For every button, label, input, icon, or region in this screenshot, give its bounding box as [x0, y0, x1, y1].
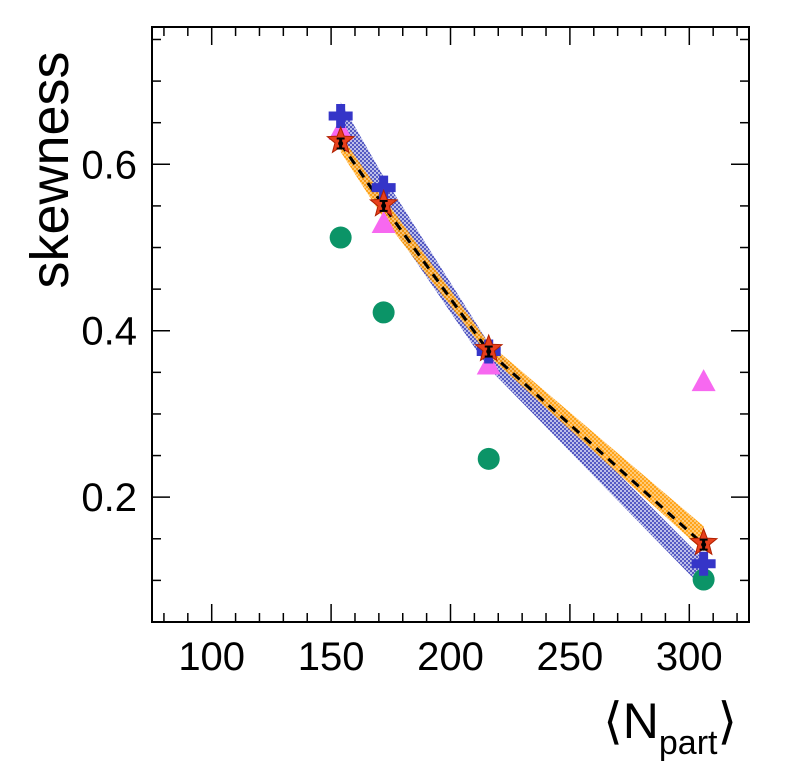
- magenta-triangle-point: [371, 211, 396, 234]
- x-axis-ticks: 100 150 200 250 300: [163, 27, 738, 679]
- blue-cross-point: [371, 175, 396, 200]
- green-circle-point: [477, 447, 500, 470]
- band-orange: [340, 135, 704, 552]
- y-axis-label: skewness: [20, 51, 80, 288]
- x-axis-label-sub: part: [659, 724, 718, 762]
- x-tick-label: 100: [178, 635, 245, 679]
- green-circle-point: [329, 226, 352, 249]
- black-point: [486, 349, 492, 355]
- y-tick-label: 0.4: [81, 310, 137, 354]
- x-axis-label: ⟨Npart⟩: [603, 693, 737, 762]
- model-lines: [339, 142, 705, 546]
- uncertainty-bands: [340, 101, 704, 589]
- y-axis-ticks: 0.2 0.4 0.6: [81, 38, 749, 582]
- green-circle-point: [372, 301, 395, 324]
- blue-cross-point: [691, 551, 716, 576]
- x-tick-label: 250: [537, 635, 604, 679]
- green-circle-point: [692, 568, 715, 591]
- black-point: [701, 542, 707, 548]
- black-point: [338, 141, 344, 147]
- dashed-line: [339, 142, 705, 546]
- blue-cross-point: [328, 104, 353, 129]
- band-blue: [340, 101, 704, 589]
- data-markers: [326, 104, 719, 591]
- x-axis-label-prefix: ⟨N: [603, 693, 659, 749]
- x-tick-label: 200: [417, 635, 484, 679]
- magenta-triangle-point: [691, 369, 716, 392]
- black-point: [381, 203, 387, 209]
- x-axis-label-suffix: ⟩: [717, 693, 737, 749]
- x-tick-label: 150: [298, 635, 365, 679]
- y-tick-label: 0.6: [81, 143, 137, 187]
- x-tick-label: 300: [656, 635, 723, 679]
- y-tick-label: 0.2: [81, 476, 137, 520]
